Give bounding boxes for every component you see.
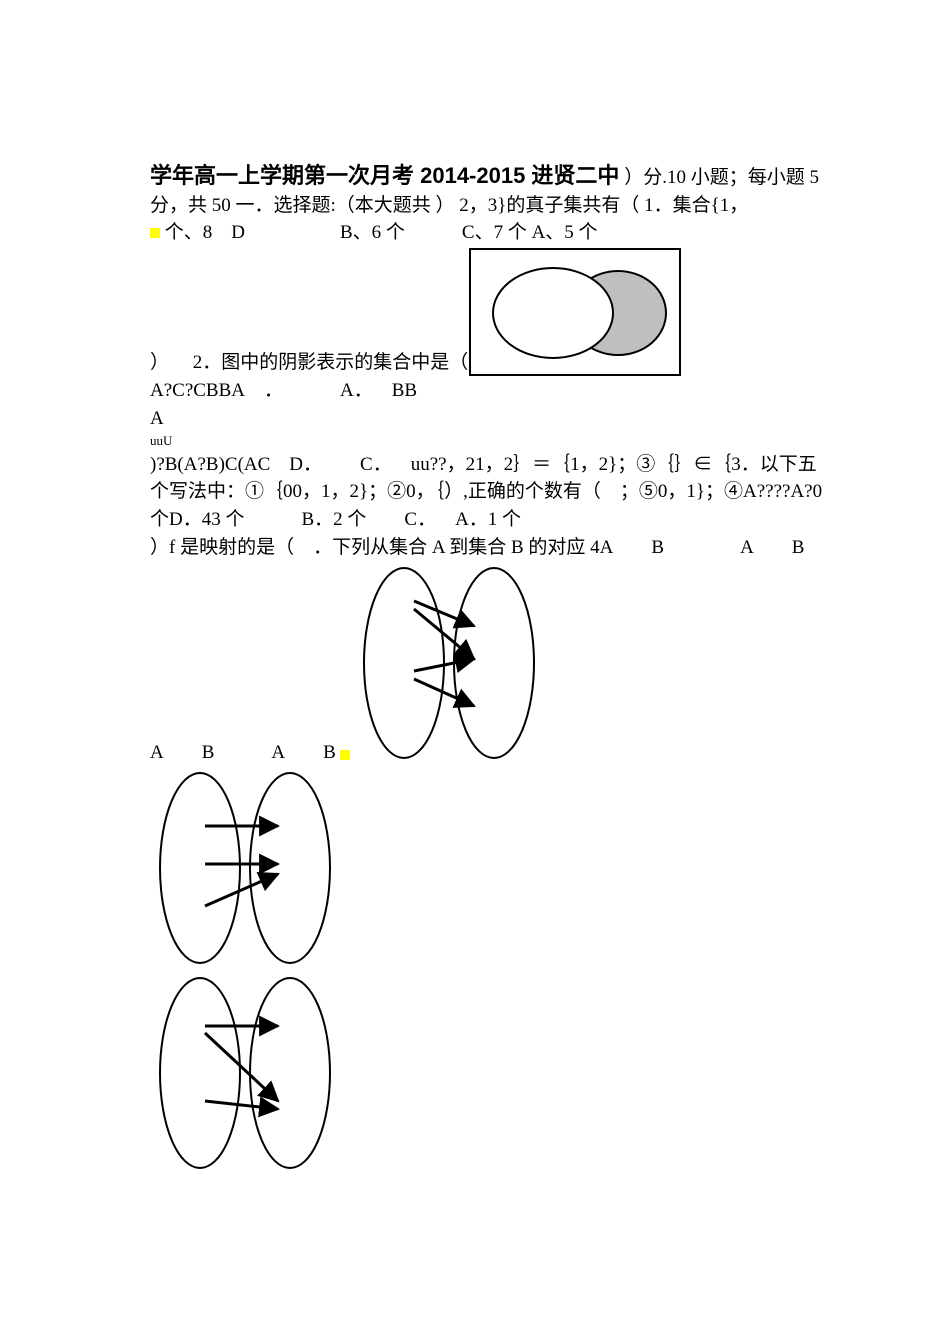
q1-stem: 2，3}的真子集共有（ 1．集合{1， [459,195,748,216]
q1-opts: 个、8 D B、6 个 C、7 个 A、5 个 [165,222,598,243]
q2-optA-3: uuU [150,432,825,451]
venn-diagram [468,247,682,377]
mapping-diagram-1 [354,561,544,766]
q2-stem: ） 2．图中的阴影表示的集合中是（ [150,349,468,377]
mapping-diagram-3 [150,971,825,1176]
highlight-marker-2 [340,750,350,760]
exam-title: 学年高一上学期第一次月考 2014-2015 进贤二中 [150,163,619,188]
highlight-marker-1 [150,228,160,238]
q4-row2: A B A B [150,561,825,766]
q4-row2-label: A B A B [150,739,336,767]
q2-optA-1: A?C?CBBA ． A． BB [150,377,825,405]
q1-options-row: 个、8 D B、6 个 C、7 个 A、5 个 [150,219,825,247]
exam-page: 学年高一上学期第一次月考 2014-2015 进贤二中 ）分.10 小题；每小题… [0,0,945,1236]
mapping-diagram-2 [150,766,825,971]
title-line: 学年高一上学期第一次月考 2014-2015 进贤二中 ）分.10 小题；每小题… [150,160,825,219]
q2-row: ） 2．图中的阴影表示的集合中是（ [150,247,825,377]
q4-stem: ）f 是映射的是（ ．下列从集合 A 到集合 B 的对应 4A B A B [150,534,825,562]
q2-optA-2: A [150,405,825,433]
q2-q3-merged: )?B(A?B)C(AC D． C． uu??，21，2｝＝｛1，2}；③｛｝∈… [150,451,825,534]
